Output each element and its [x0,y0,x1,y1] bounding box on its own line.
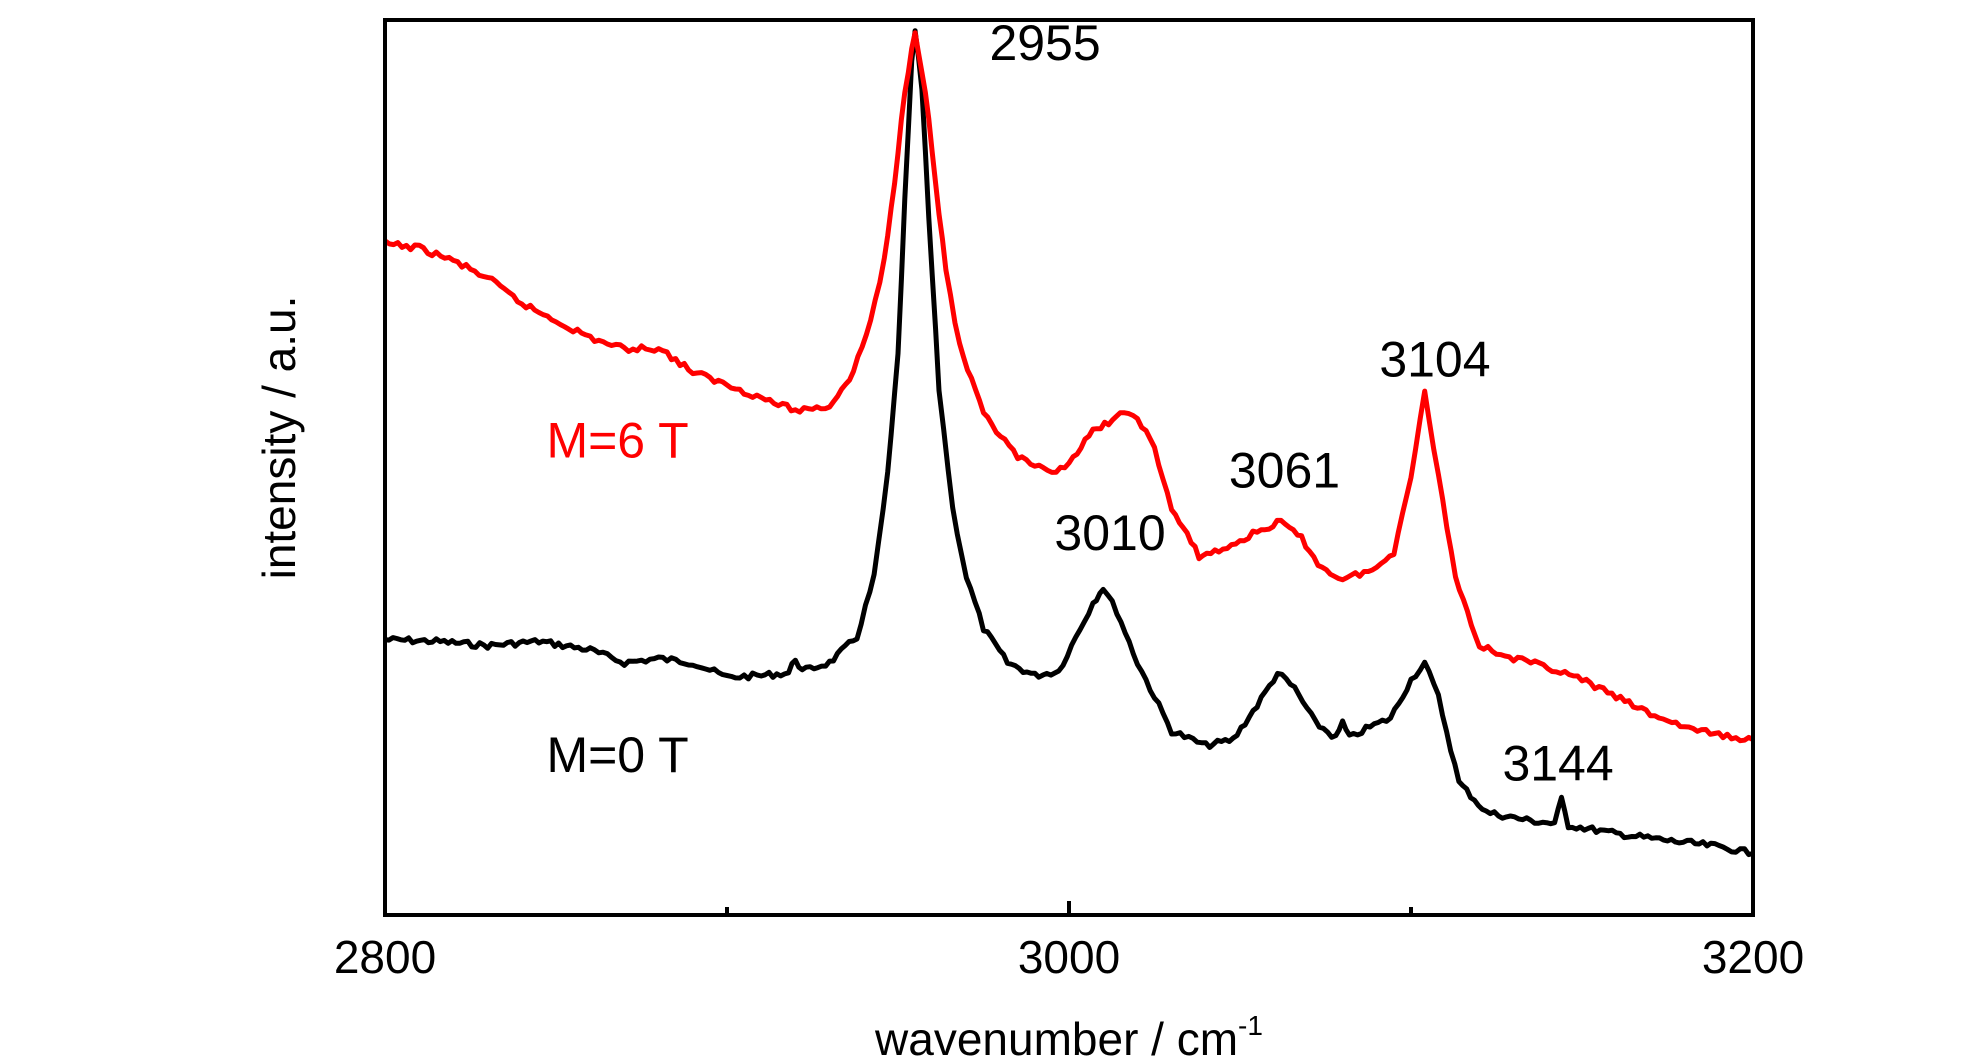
peak-label: 2955 [989,15,1100,71]
x-tick-label: 3000 [1018,931,1120,983]
series-line-m6 [383,30,1755,744]
series-line-m0 [384,28,1754,858]
x-axis-title: wavenumber / cm-1 [874,1010,1263,1063]
x-axis-title-text: wavenumber / cm [874,1013,1238,1063]
peak-label: 3104 [1379,331,1490,387]
peak-label: 3061 [1229,442,1340,498]
plot-frame [383,18,1755,917]
series-label: M=0 T [546,727,688,783]
x-axis-title-superscript: -1 [1238,1010,1263,1041]
tick-layer: 2800 3000 3200 [334,901,1804,983]
x-tick-label: 3200 [1702,931,1804,983]
peak-label: 3010 [1054,505,1165,561]
series-layer [383,28,1755,858]
label-layer: 2955 3010 3061 3104 3144 M=0 T M=6 T [546,15,1613,792]
y-axis-title: intensity / a.u. [253,296,305,580]
peak-label: 3144 [1502,736,1613,792]
x-tick-label: 2800 [334,931,436,983]
series-label: M=6 T [546,413,688,469]
